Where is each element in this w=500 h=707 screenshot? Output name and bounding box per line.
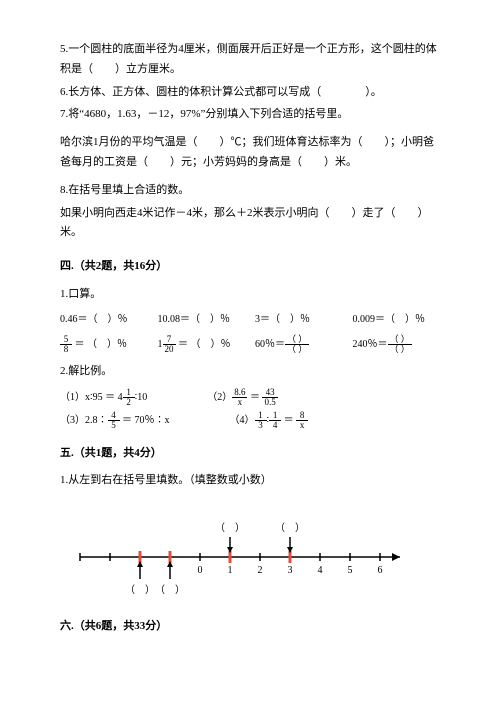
number-line: 0123456（ ）（ ）（ ）（ ） (70, 507, 430, 597)
p1-pre: （1）x∶95 ＝ 4 (60, 391, 123, 402)
section-6-title: 六.（共6题，共33分） (60, 617, 440, 637)
frac-blank-2: （ ）（ ） (388, 335, 412, 354)
frac-5-8: 58 (60, 335, 72, 354)
p1-tail: ∶10 (135, 391, 148, 402)
prop-2: （2）8.6x ＝ 430.5 (207, 388, 278, 407)
calc-2a-tail: ＝ （ ）％ (72, 339, 127, 350)
frac-4-5: 45 (108, 411, 120, 430)
frac-8_6-x: 8.6x (232, 388, 247, 407)
p3-pre: （3）2.8∶ (60, 414, 108, 425)
prop-4: （4）13∶14 ＝ 8x (230, 411, 309, 430)
calc-1c: 3＝（ ）％ (255, 311, 343, 329)
calc-2b: 1720 ＝ （ ）％ (158, 335, 246, 354)
svg-text:（ ）: （ ） (215, 522, 245, 534)
calc-2d: 240％＝（ ）（ ） (353, 335, 441, 354)
question-6: 6.长方体、正方体、圆柱的体积计算公式都可以写成（ ）。 (60, 83, 440, 103)
frac-43-0_5: 430.5 (262, 388, 277, 407)
calc-1d: 0.009＝（ ）％ (353, 311, 441, 329)
frac-1-4: 14 (269, 411, 281, 430)
s4-q1: 1.口算。 (60, 285, 440, 305)
section-5-title: 五.（共1题，共4分） (60, 444, 440, 464)
calc-2b-tail: ＝ （ ）％ (176, 339, 231, 350)
calc-2d-pre: 240％＝ (353, 339, 388, 350)
number-line-svg: 0123456（ ）（ ）（ ）（ ） (70, 507, 410, 597)
svg-text:1: 1 (228, 565, 233, 576)
p2-pre: （2） (207, 391, 232, 402)
p2-mid: ＝ (247, 391, 262, 402)
calc-2c: 60％＝（ ）（ ） (255, 335, 343, 354)
calc-row-2: 58 ＝ （ ）％ 1720 ＝ （ ）％ 60％＝（ ）（ ） 240％＝（ … (60, 335, 440, 354)
p4-mid2: ＝ (281, 414, 296, 425)
s5-q1: 1.从左到右在括号里填数。（填整数或小数） (60, 471, 440, 491)
frac-blank-1: （ ）（ ） (285, 335, 309, 354)
question-5: 5.一个圆柱的底面半径为4厘米，侧面展开后正好是一个正方形，这个圆柱的体积是（ … (60, 40, 440, 80)
s4-q2: 2.解比例。 (60, 362, 440, 382)
calc-row-1: 0.46＝（ ）％ 10.08＝（ ）％ 3＝（ ）％ 0.009＝（ ）％ (60, 311, 440, 329)
svg-text:6: 6 (378, 565, 383, 576)
frac-8-x: 8x (296, 411, 308, 430)
frac-1-3: 13 (255, 411, 267, 430)
svg-text:（ ）: （ ） (275, 522, 305, 534)
p4-pre: （4） (230, 414, 255, 425)
question-7a: 哈尔滨1月份的平均气温是（ ）℃；我们班体育达标率为（ ）；小明爸爸每月的工资是… (60, 133, 440, 173)
calc-1a: 0.46＝（ ）％ (60, 311, 148, 329)
p3-tail: ＝ 70％∶x (120, 414, 170, 425)
svg-text:3: 3 (288, 565, 293, 576)
question-8a: 如果小明向西走4米记作－4米，那么＋2米表示小明向（ ）走了（ ）米。 (60, 204, 440, 244)
frac-7-20: 720 (163, 335, 176, 354)
svg-text:4: 4 (318, 565, 323, 576)
frac-1-2: 12 (123, 388, 135, 407)
svg-text:2: 2 (258, 565, 263, 576)
calc-2a: 58 ＝ （ ）％ (60, 335, 148, 354)
question-7: 7.将“4680，1.63，－12，97%”分别填入下列合适的括号里。 (60, 105, 440, 125)
prop-row-2: （3）2.8∶45 ＝ 70％∶x （4）13∶14 ＝ 8x (60, 411, 440, 430)
prop-3: （3）2.8∶45 ＝ 70％∶x (60, 411, 170, 430)
svg-text:（ ）: （ ） (155, 584, 185, 596)
svg-text:0: 0 (198, 565, 203, 576)
question-8: 8.在括号里填上合适的数。 (60, 181, 440, 201)
svg-text:5: 5 (348, 565, 353, 576)
svg-text:（ ）: （ ） (125, 584, 155, 596)
prop-1: （1）x∶95 ＝ 412∶10 (60, 388, 147, 407)
calc-1b: 10.08＝（ ）％ (158, 311, 246, 329)
prop-row-1: （1）x∶95 ＝ 412∶10 （2）8.6x ＝ 430.5 (60, 388, 440, 407)
section-4-title: 四.（共2题，共16分） (60, 257, 440, 277)
calc-2c-pre: 60％＝ (255, 339, 285, 350)
